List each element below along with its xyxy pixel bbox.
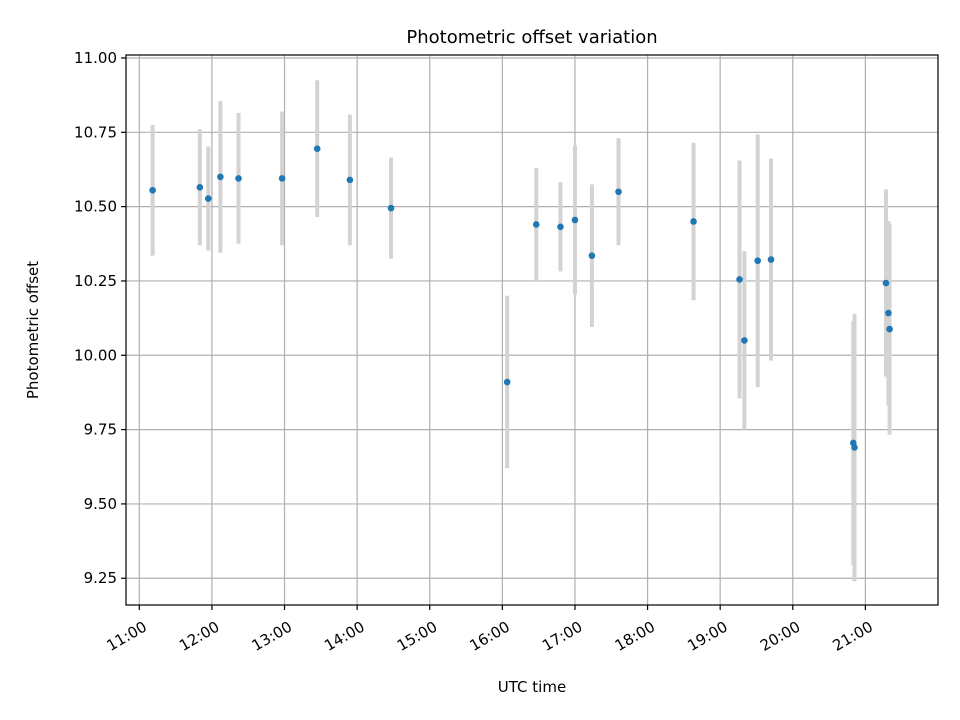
y-tick-label: 10.50 [74, 198, 117, 216]
data-point [387, 204, 395, 212]
y-tick-label: 10.00 [74, 346, 117, 364]
data-point [313, 145, 321, 152]
data-point [278, 175, 286, 182]
y-axis-title: Photometric offset [24, 261, 42, 399]
y-tick-label: 11.00 [74, 49, 117, 67]
data-point [196, 183, 204, 191]
data-point [217, 173, 224, 181]
y-tick-label: 9.25 [84, 569, 117, 587]
y-tick-label: 9.75 [84, 421, 117, 439]
data-point [204, 195, 212, 202]
data-point [557, 223, 564, 231]
y-tick-label: 10.75 [74, 123, 117, 141]
data-point [754, 257, 761, 265]
data-point [736, 276, 743, 283]
data-point [588, 252, 596, 259]
chart-title: Photometric offset variation [406, 27, 657, 48]
grid [126, 55, 938, 605]
data-point [882, 279, 890, 287]
data-point [149, 186, 156, 194]
data-points [149, 145, 893, 451]
data-point [690, 218, 697, 225]
data-point [532, 221, 540, 228]
y-tick-label: 9.50 [84, 495, 117, 513]
x-axis-title: UTC time [498, 678, 566, 696]
data-point [885, 309, 892, 317]
data-point [235, 175, 242, 182]
data-point [886, 325, 893, 333]
data-point [503, 378, 511, 386]
data-point [851, 444, 858, 451]
data-point [741, 337, 748, 344]
data-point [615, 188, 622, 196]
data-point [346, 176, 354, 184]
plot-area-frame [125, 54, 939, 606]
data-point [767, 256, 775, 263]
y-tick-label: 10.25 [74, 272, 117, 290]
data-point [571, 216, 579, 224]
